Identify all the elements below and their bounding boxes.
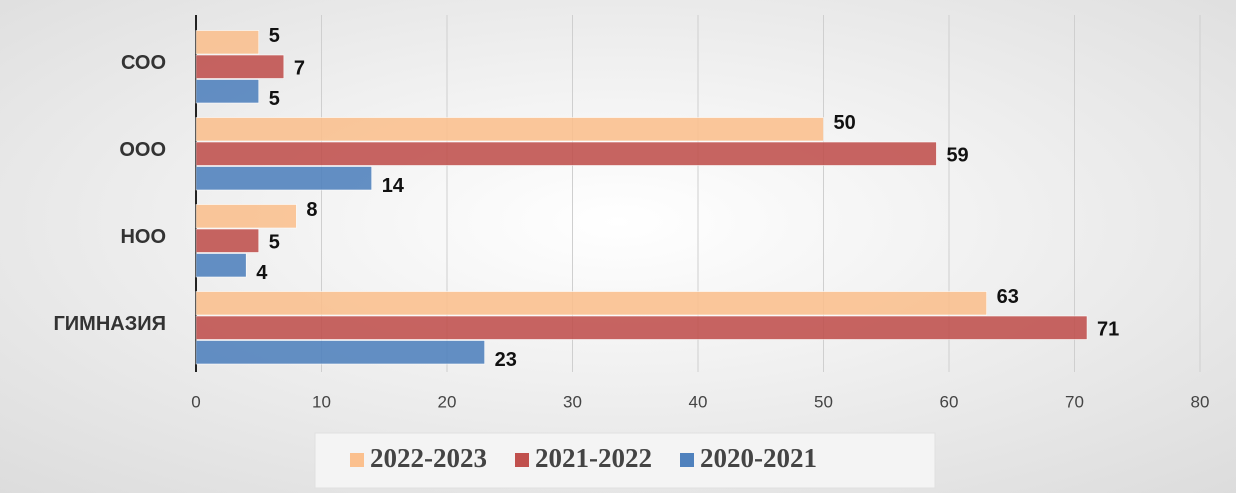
- legend-box: [314, 432, 936, 489]
- x-tick-label: 0: [191, 392, 200, 411]
- bar: [195, 79, 260, 104]
- bar: [195, 291, 987, 316]
- x-tick-label: 70: [1065, 392, 1084, 411]
- data-label: 14: [382, 175, 405, 197]
- y-tick-label: ООО: [119, 139, 166, 161]
- x-tick-label: 50: [814, 392, 833, 411]
- bar: [195, 30, 260, 55]
- data-label: 63: [997, 286, 1019, 308]
- legend-label: 2021-2022: [535, 443, 652, 473]
- legend-swatch: [350, 453, 364, 467]
- data-label: 5: [269, 88, 280, 110]
- data-label: 5: [269, 25, 280, 47]
- data-label: 5: [269, 232, 280, 254]
- data-label: 59: [946, 145, 968, 167]
- x-tick-label: 10: [312, 392, 331, 411]
- bar: [195, 166, 372, 191]
- x-tick-label: 60: [940, 392, 959, 411]
- legend-label: 2020-2021: [700, 443, 817, 473]
- bar: [195, 141, 937, 166]
- x-tick-label: 40: [689, 392, 708, 411]
- bar: [195, 253, 247, 278]
- bar: [195, 228, 260, 253]
- data-label: 71: [1097, 319, 1119, 341]
- legend-label: 2022-2023: [370, 443, 487, 473]
- data-label: 23: [495, 349, 517, 371]
- data-label: 8: [306, 199, 317, 221]
- bar: [195, 54, 285, 79]
- x-tick-label: 80: [1191, 392, 1210, 411]
- y-tick-label: СОО: [121, 52, 166, 74]
- y-tick-label: ГИМНАЗИЯ: [53, 313, 166, 335]
- bar: [195, 204, 297, 229]
- bar: [195, 340, 485, 365]
- y-tick-label: НОО: [120, 226, 166, 248]
- x-tick-label: 30: [563, 392, 582, 411]
- bar: [195, 315, 1088, 340]
- legend-swatch: [515, 453, 529, 467]
- data-label: 4: [256, 262, 268, 284]
- legend-swatch: [680, 453, 694, 467]
- data-label: 50: [834, 112, 856, 134]
- data-label: 7: [294, 58, 305, 80]
- x-tick-label: 20: [438, 392, 457, 411]
- bar: [195, 117, 824, 142]
